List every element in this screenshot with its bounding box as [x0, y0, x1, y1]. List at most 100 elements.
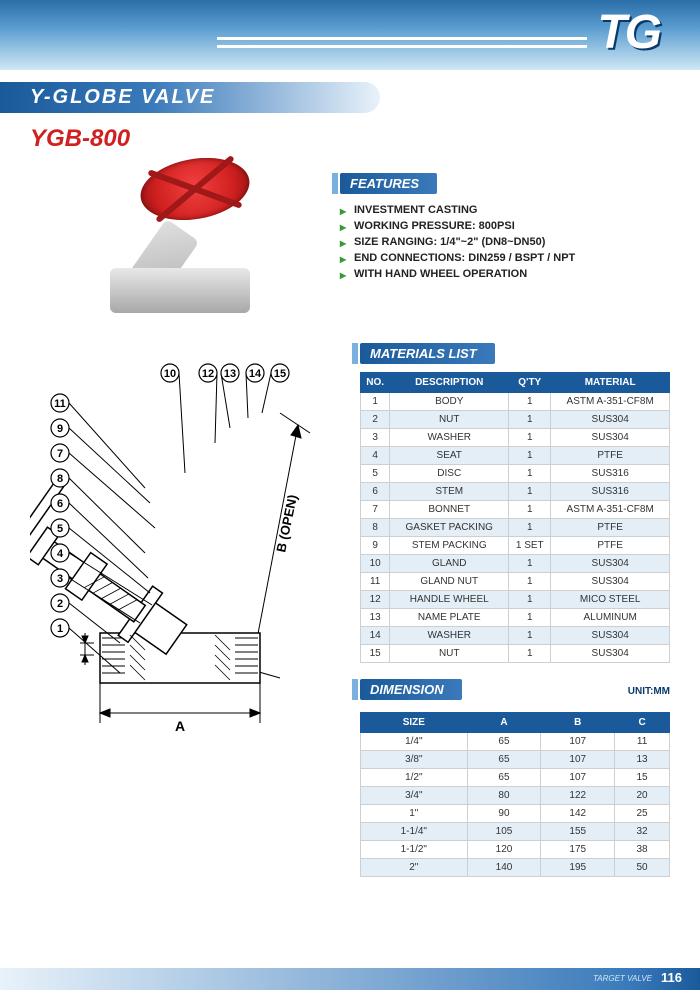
table-cell: 1 — [509, 555, 551, 573]
table-row: 1-1/4"10515532 — [361, 823, 670, 841]
table-cell: 11 — [615, 733, 670, 751]
table-cell: 90 — [467, 805, 541, 823]
table-cell: 122 — [541, 787, 615, 805]
table-cell: 2 — [361, 411, 390, 429]
svg-text:14: 14 — [249, 368, 262, 380]
table-cell: 140 — [467, 859, 541, 877]
table-cell: HANDLE WHEEL — [390, 591, 509, 609]
table-cell: 1/2" — [361, 769, 468, 787]
svg-text:11: 11 — [54, 398, 66, 410]
table-cell: 10 — [361, 555, 390, 573]
table-row: 12HANDLE WHEEL1MICO STEEL — [361, 591, 670, 609]
table-cell: WASHER — [390, 627, 509, 645]
table-cell: 7 — [361, 501, 390, 519]
table-cell: BONNET — [390, 501, 509, 519]
svg-text:15: 15 — [274, 368, 286, 380]
technical-diagram: A B (OPEN) — [30, 343, 340, 743]
table-cell: SUS316 — [551, 465, 670, 483]
table-cell: 107 — [541, 769, 615, 787]
table-cell: 155 — [541, 823, 615, 841]
table-row: 9STEM PACKING1 SETPTFE — [361, 537, 670, 555]
dimension-table: SIZEABC 1/4"65107113/8"65107131/2"651071… — [360, 712, 670, 877]
table-cell: SUS316 — [551, 483, 670, 501]
table-cell: 142 — [541, 805, 615, 823]
table-row: 7BONNET1ASTM A-351-CF8M — [361, 501, 670, 519]
table-cell: 65 — [467, 769, 541, 787]
page-title: Y-GLOBE VALVE — [0, 82, 380, 113]
svg-text:7: 7 — [57, 448, 63, 460]
svg-text:12: 12 — [202, 368, 214, 380]
table-cell: 1 — [361, 393, 390, 411]
table-cell: 1 — [509, 393, 551, 411]
top-banner: TG — [0, 0, 700, 70]
materials-col-header: DESCRIPTION — [390, 373, 509, 393]
dim-b-label: B (OPEN) — [273, 493, 300, 553]
table-cell: 3 — [361, 429, 390, 447]
svg-text:2: 2 — [57, 598, 63, 610]
table-row: 6STEM1SUS316 — [361, 483, 670, 501]
feature-item: INVESTMENT CASTING — [340, 202, 670, 218]
table-cell: 1 — [509, 501, 551, 519]
table-cell: 15 — [615, 769, 670, 787]
svg-text:10: 10 — [164, 368, 176, 380]
table-cell: SUS304 — [551, 555, 670, 573]
svg-text:9: 9 — [57, 423, 63, 435]
dimension-header-row: SIZEABC — [361, 713, 670, 733]
table-cell: 3/8" — [361, 751, 468, 769]
materials-col-header: MATERIAL — [551, 373, 670, 393]
table-cell: 1 — [509, 429, 551, 447]
table-cell: 25 — [615, 805, 670, 823]
table-row: 15NUT1SUS304 — [361, 645, 670, 663]
svg-text:4: 4 — [57, 548, 64, 560]
table-cell: 1 — [509, 573, 551, 591]
dimension-heading: DIMENSION — [360, 679, 462, 700]
table-cell: 12 — [361, 591, 390, 609]
table-row: 3WASHER1SUS304 — [361, 429, 670, 447]
table-cell: 32 — [615, 823, 670, 841]
table-cell: SEAT — [390, 447, 509, 465]
materials-heading: MATERIALS LIST — [360, 343, 495, 364]
table-cell: 13 — [361, 609, 390, 627]
table-cell: 65 — [467, 733, 541, 751]
table-cell: 1-1/4" — [361, 823, 468, 841]
table-cell: PTFE — [551, 537, 670, 555]
dimension-col-header: A — [467, 713, 541, 733]
table-row: 5DISC1SUS316 — [361, 465, 670, 483]
table-row: 2"14019550 — [361, 859, 670, 877]
table-cell: 1" — [361, 805, 468, 823]
features-section: FEATURES INVESTMENT CASTINGWORKING PRESS… — [340, 153, 670, 333]
table-cell: 1/4" — [361, 733, 468, 751]
table-row: 14WASHER1SUS304 — [361, 627, 670, 645]
table-cell: 20 — [615, 787, 670, 805]
table-cell: BODY — [390, 393, 509, 411]
table-cell: SUS304 — [551, 573, 670, 591]
features-list: INVESTMENT CASTINGWORKING PRESSURE: 800P… — [340, 202, 670, 282]
table-cell: STEM — [390, 483, 509, 501]
dimension-col-header: C — [615, 713, 670, 733]
feature-item: WORKING PRESSURE: 800PSI — [340, 218, 670, 234]
table-cell: ALUMINUM — [551, 609, 670, 627]
table-cell: 1 — [509, 483, 551, 501]
table-row: 8GASKET PACKING1PTFE — [361, 519, 670, 537]
table-cell: GASKET PACKING — [390, 519, 509, 537]
svg-text:5: 5 — [57, 523, 63, 535]
table-cell: SUS304 — [551, 645, 670, 663]
materials-header-row: NO.DESCRIPTIONQ'TYMATERIAL — [361, 373, 670, 393]
page-footer: TARGET VALVE 116 — [0, 968, 700, 990]
table-cell: 1 — [509, 519, 551, 537]
table-row: 1-1/2"12017538 — [361, 841, 670, 859]
table-cell: PTFE — [551, 447, 670, 465]
table-cell: 14 — [361, 627, 390, 645]
table-cell: 175 — [541, 841, 615, 859]
table-cell: PTFE — [551, 519, 670, 537]
feature-item: SIZE RANGING: 1/4"~2" (DN8~DN50) — [340, 234, 670, 250]
table-cell: 195 — [541, 859, 615, 877]
table-cell: 4 — [361, 447, 390, 465]
table-row: 4SEAT1PTFE — [361, 447, 670, 465]
materials-table: NO.DESCRIPTIONQ'TYMATERIAL 1BODY1ASTM A-… — [360, 372, 670, 663]
table-cell: NUT — [390, 411, 509, 429]
table-cell: SUS304 — [551, 411, 670, 429]
table-cell: 1 — [509, 645, 551, 663]
materials-body: 1BODY1ASTM A-351-CF8M2NUT1SUS3043WASHER1… — [361, 393, 670, 663]
dim-a-label: A — [175, 718, 185, 734]
